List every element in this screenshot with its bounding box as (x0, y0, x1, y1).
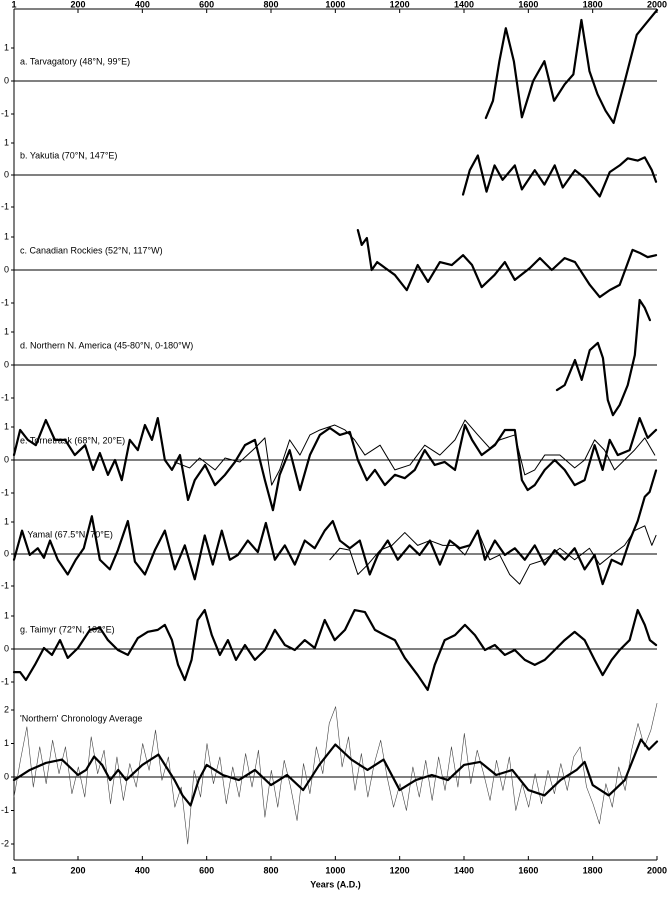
y-tick-label: -1 (1, 297, 9, 307)
y-tick-label: 0 (4, 548, 9, 558)
x-tick-label: 400 (135, 0, 150, 9)
y-tick-label: 1 (4, 738, 9, 748)
y-tick-label: -1 (1, 676, 9, 686)
y-tick-label: -1 (1, 108, 9, 118)
series-line (356, 228, 658, 299)
y-tick-label: 0 (4, 771, 9, 781)
x-tick-label: 200 (70, 0, 85, 9)
x-tick-label: 1000 (325, 865, 345, 875)
series-line (461, 154, 658, 198)
y-tick-label: 1 (4, 610, 9, 620)
y-tick-label: 1 (4, 231, 9, 241)
y-tick-label: 1 (4, 326, 9, 336)
y-tick-label: 0 (4, 454, 9, 464)
panel-title: e. Tornetrask (68°N, 20°E) (20, 435, 125, 445)
series-line (174, 419, 656, 486)
panel-title: g. Taimyr (72°N, 102°E) (20, 624, 115, 634)
series-line (12, 738, 659, 807)
y-tick-label: -1 (1, 805, 9, 815)
x-tick-label: 400 (135, 865, 150, 875)
series-line (12, 416, 658, 512)
y-tick-label: 1 (4, 137, 9, 147)
panel-title: 'Northern' Chronology Average (20, 713, 142, 723)
series-line (329, 525, 657, 585)
x-tick-label: 1 (11, 865, 16, 875)
x-tick-label: 800 (263, 865, 278, 875)
x-tick-label: 1400 (454, 865, 474, 875)
x-tick-label: 200 (70, 865, 85, 875)
panel-title: b. Yakutia (70°N, 147°E) (20, 150, 117, 160)
y-tick-label: -1 (1, 201, 9, 211)
y-tick-label: 0 (4, 264, 9, 274)
x-tick-label: 1800 (583, 865, 603, 875)
y-tick-label: -1 (1, 392, 9, 402)
series-line (12, 469, 658, 586)
series-line (484, 8, 659, 125)
series-line (12, 608, 658, 692)
y-tick-label: -1 (1, 487, 9, 497)
x-tick-label: 600 (199, 865, 214, 875)
x-tick-label: 1000 (325, 0, 345, 9)
panel-title: d. Northern N. America (45-80°N, 0-180°W… (20, 340, 193, 350)
series-line (13, 703, 658, 845)
y-tick-label: 0 (4, 643, 9, 653)
x-tick-label: 2000 (647, 0, 667, 9)
x-tick-label: 1600 (518, 865, 538, 875)
y-tick-label: -2 (1, 838, 9, 848)
series-line (555, 298, 652, 417)
x-tick-label: 800 (263, 0, 278, 9)
x-tick-label: 600 (199, 0, 214, 9)
y-tick-label: -1 (1, 580, 9, 590)
x-tick-label: 1200 (390, 865, 410, 875)
y-tick-label: 2 (4, 704, 9, 714)
x-tick-label: 1400 (454, 0, 474, 9)
panel-title: c. Canadian Rockies (52°N, 117°W) (20, 245, 163, 255)
y-tick-label: 1 (4, 42, 9, 52)
x-tick-label: 1800 (583, 0, 603, 9)
panel-title: f. Yamal (67.5°N, 70°E) (20, 529, 113, 539)
y-tick-label: 0 (4, 169, 9, 179)
x-tick-label: 1600 (518, 0, 538, 9)
y-tick-label: 0 (4, 75, 9, 85)
y-tick-label: 1 (4, 516, 9, 526)
x-tick-label: 2000 (647, 865, 667, 875)
x-tick-label: 1 (11, 0, 16, 9)
panel-title: a. Tarvagatory (48°N, 99°E) (20, 56, 130, 66)
y-tick-label: 1 (4, 421, 9, 431)
x-axis-label: Years (A.D.) (310, 879, 361, 889)
x-tick-label: 1200 (390, 0, 410, 9)
y-tick-label: 0 (4, 359, 9, 369)
